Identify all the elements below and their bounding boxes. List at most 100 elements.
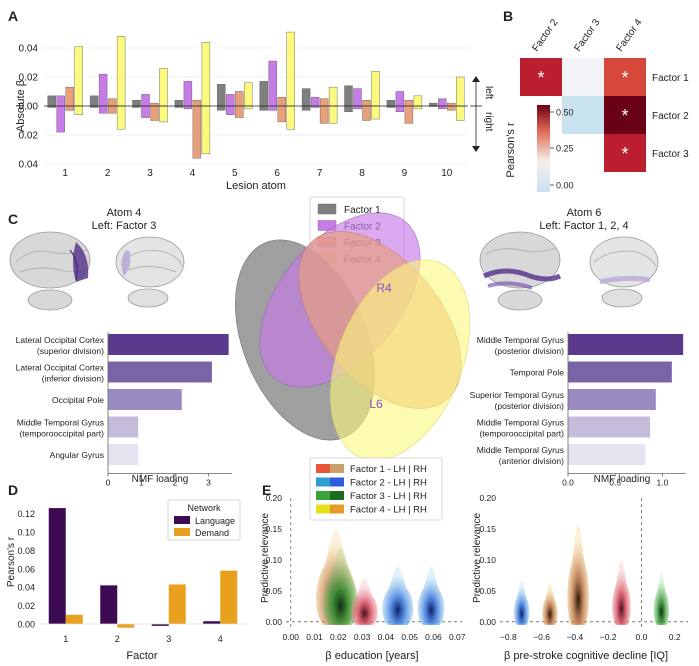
panel-e-ytick-label: 0.05 — [479, 586, 496, 596]
panel-a-bar-right-factor-3 — [150, 105, 159, 121]
panel-c-bar-label: Angular Gyrus — [50, 450, 104, 460]
panel-e-density-blob-factor-3 — [322, 547, 359, 625]
panel-a-bar-left-factor-4 — [116, 36, 126, 107]
panel-c-bar — [568, 361, 672, 383]
panel-a-bar-left-factor-3 — [150, 102, 159, 107]
panel-d-xtick-label: 3 — [166, 634, 171, 644]
panel-e-xtick-label: 0.2 — [669, 632, 681, 642]
panel-c: Atom 4 Left: Factor 3 Atom 6 Left: Facto… — [9, 196, 686, 488]
panel-e-legend-label: Factor 1 - LH | RH — [350, 464, 427, 475]
panel-c-xtick-label: 0.0 — [562, 478, 574, 488]
panel-a-bar-right-factor-4 — [456, 105, 465, 121]
panel-letter-b: B — [503, 8, 513, 24]
panel-c-right-xlabel: NMF loading — [594, 474, 651, 485]
panel-a-bar-left-factor-4 — [201, 42, 211, 107]
panel-a-ytick-label: 0.00 — [19, 102, 39, 113]
panel-e-density-blob-factor-2 — [417, 566, 445, 625]
panel-a-label-right: right — [483, 112, 494, 132]
panel-d-bar-language — [203, 621, 221, 624]
panel-d-ytick-label: 0.02 — [17, 601, 35, 611]
panel-c-bar-label: (posterior division) — [495, 401, 565, 411]
panel-c-bar-label: (anterior division) — [499, 456, 564, 466]
panel-b-heatmap: Factor 2 Factor 3 Factor 4 Factor 1 Factor … — [505, 17, 689, 192]
panel-a-bar-right-factor-4 — [244, 105, 253, 110]
panel-e-xtick-label: 0.03 — [354, 632, 371, 642]
panel-a-bar-left-factor-4 — [456, 76, 465, 107]
panel-c-bar-label: Middle Temporal Gyrus — [477, 335, 564, 345]
panel-a-arrow-up-head — [472, 76, 480, 82]
panel-d-xtick-label: 1 — [63, 634, 68, 644]
panel-b-row-label: Factor 1 — [652, 73, 689, 84]
panel-b-cell — [604, 96, 646, 134]
panel-a-xtick-label: 4 — [190, 168, 196, 179]
panel-c-bar-label: Middle Temporal Gyrus — [477, 445, 564, 455]
panel-a-bar-left-factor-1 — [259, 81, 268, 107]
panel-d-xlabel: Factor — [126, 650, 158, 662]
panel-b-col-label: Factor 4 — [614, 17, 644, 54]
brain-right-medial — [589, 236, 659, 308]
panel-e-density-blob-factor-2 — [382, 566, 414, 625]
panel-d-bar-chart: 0.12 0.10 0.08 0.06 0.04 0.02 0.00 1 2 3 4 Pearso… — [6, 499, 246, 662]
panel-a-bar-left-factor-3 — [107, 98, 117, 107]
panel-a-bar-left-factor-2 — [395, 91, 405, 107]
panel-a-bar-left-factor-3 — [192, 99, 202, 107]
panel-a-bar-right-factor-4 — [116, 105, 126, 130]
panel-a-xtick-label: 1 — [62, 168, 68, 179]
panel-c-bar — [108, 334, 229, 355]
panel-a-bar-left-factor-2 — [310, 97, 320, 107]
panel-e-left-xlabel: β education [years] — [325, 650, 418, 662]
panel-c-bar-label: (posterior division) — [495, 346, 565, 356]
panel-a-bar-left-factor-1 — [174, 99, 184, 107]
panel-c-xtick-label: 0.5 — [609, 478, 621, 488]
panel-d-ytick-label: 0.12 — [17, 509, 35, 519]
panel-d-ytick-label: 0.08 — [17, 546, 35, 556]
panel-a-bar-left-factor-3 — [404, 99, 414, 107]
panel-a-bar-left-factor-2 — [268, 60, 277, 107]
panel-a-bar-left-factor-1 — [344, 85, 353, 107]
panel-b-cell — [604, 134, 646, 172]
panel-b-star: * — [621, 68, 628, 88]
panel-a-bar-right-factor-2 — [268, 105, 277, 111]
panel-e-legend-swatch-lh — [316, 504, 330, 514]
panel-b-cell — [604, 58, 646, 96]
panel-c-left-xlabel: NMF loading — [132, 474, 189, 485]
panel-c-bar — [568, 444, 646, 465]
panel-a-bar-left-factor-2 — [141, 94, 150, 107]
panel-e-density-blob-factor-4 — [542, 582, 558, 625]
panel-a-bar-left-factor-2 — [438, 98, 447, 107]
panel-c-bar-label: Superior Temporal Gyrus — [470, 390, 564, 400]
panel-a-ytick-label: 0.04 — [19, 160, 39, 171]
panel-c-bar-label: (superior division) — [37, 346, 104, 356]
panel-b-cell — [562, 96, 604, 134]
panel-a-bar-right-factor-2 — [353, 105, 362, 110]
panel-d-xtick-label: 2 — [115, 634, 120, 644]
panel-e-xtick-label: 0.01 — [306, 632, 323, 642]
panel-a-bar-right-factor-3 — [447, 105, 456, 111]
panel-b-col-label: Factor 2 — [530, 17, 560, 54]
panel-b-col-label: Factor 3 — [572, 17, 602, 54]
panel-a-bar-right-factor-3 — [362, 105, 371, 121]
panel-d-ytick-label: 0.04 — [17, 583, 35, 593]
panel-b-colorbar-label: Pearson's r — [505, 122, 517, 178]
panel-b-star: * — [621, 144, 628, 164]
panel-a-bar-left-factor-3 — [447, 102, 456, 107]
panel-e-ytick-label: 0.20 — [265, 493, 282, 503]
panel-d-legend: Network Language Demand — [167, 499, 241, 541]
panel-a-bar-left-factor-4 — [328, 86, 338, 107]
panel-e-right-ylabel: Predictive relevance — [472, 513, 483, 603]
panel-a-bar-right-factor-4 — [371, 105, 380, 120]
panel-e-left-ylabel: Predictive relevance — [260, 513, 271, 603]
panel-d-legend-label: Language — [195, 516, 235, 526]
panel-e-xtick-label: 0.00 — [282, 632, 299, 642]
panel-a-bar-right-factor-3 — [192, 105, 202, 159]
panel-d-legend-swatch — [174, 516, 190, 524]
panel-d-legend-title: Network — [187, 503, 221, 513]
panel-e-ytick-label: 0.05 — [265, 586, 282, 596]
panel-a-bar-right-factor-4 — [286, 105, 295, 130]
panel-e-density-blob-factor-3 — [653, 572, 670, 625]
panel-c-bar — [568, 334, 684, 355]
panel-c-xtick-label: 1.0 — [656, 478, 668, 488]
panel-d-ylabel: Pearson's r — [6, 536, 17, 587]
panel-b-colorbar — [537, 105, 550, 192]
panel-e-density-blob-factor-2 — [513, 579, 530, 625]
